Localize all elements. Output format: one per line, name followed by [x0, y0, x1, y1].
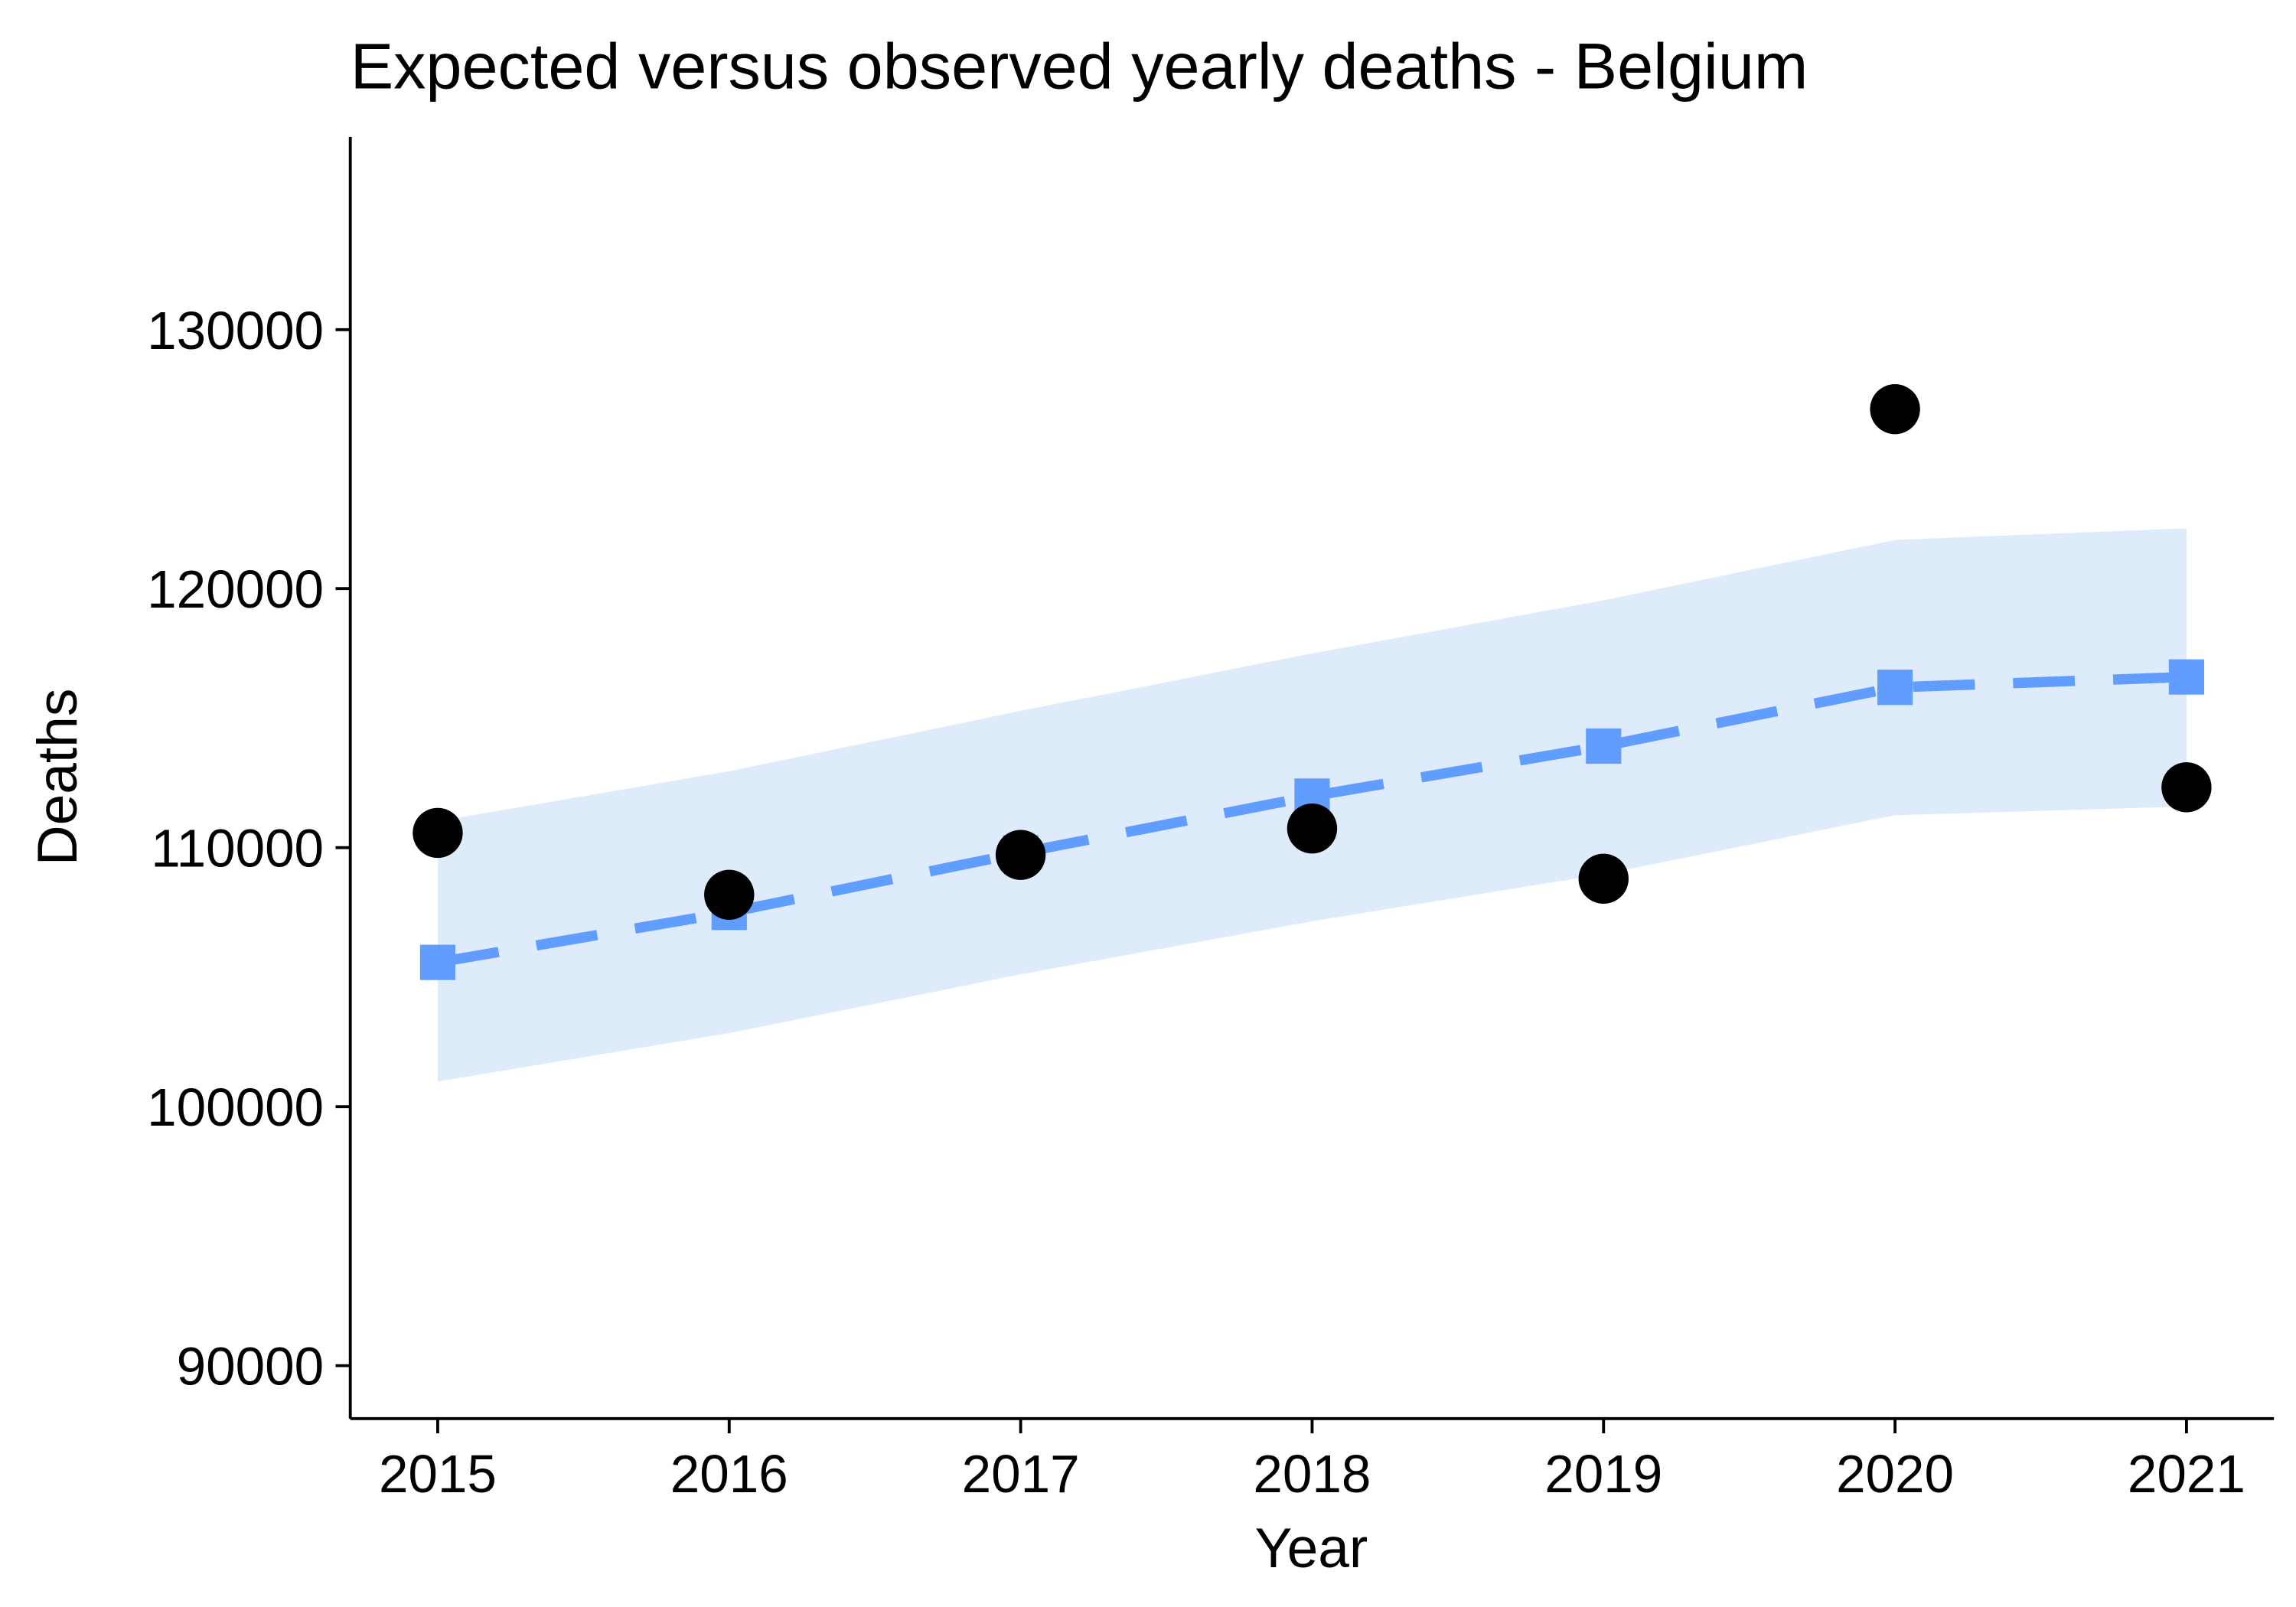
- observed-point: [1578, 853, 1629, 905]
- observed-point: [995, 830, 1046, 880]
- y-tick-label: 130000: [147, 301, 324, 360]
- y-tick-label: 90000: [177, 1337, 324, 1397]
- y-tick-label: 120000: [147, 559, 324, 619]
- expected-marker: [1877, 670, 1913, 706]
- observed-point: [704, 869, 755, 920]
- x-tick-label: 2021: [2128, 1444, 2245, 1504]
- x-tick-label: 2015: [379, 1444, 497, 1504]
- observed-point: [1870, 383, 1920, 435]
- x-axis-label: Year: [1255, 1517, 1368, 1579]
- expected-marker: [1586, 728, 1622, 764]
- y-tick-label: 100000: [147, 1077, 324, 1137]
- observed-point: [2161, 762, 2212, 813]
- y-axis-label: Deaths: [27, 689, 89, 866]
- x-tick-label: 2019: [1544, 1444, 1662, 1504]
- x-tick-label: 2018: [1253, 1444, 1371, 1504]
- expected-marker: [2168, 659, 2204, 695]
- x-tick-label: 2017: [962, 1444, 1080, 1504]
- expected-marker: [419, 944, 456, 980]
- chart-title: Expected versus observed yearly deaths -…: [351, 29, 1808, 102]
- observed-point: [413, 807, 463, 859]
- y-tick-label: 110000: [151, 819, 324, 878]
- plot-area: 90000 100000 110000 120000 130000 2015 2016 201…: [147, 136, 2275, 1504]
- x-tick-label: 2016: [670, 1444, 788, 1504]
- observed-point: [1287, 803, 1338, 854]
- x-tick-label: 2020: [1836, 1444, 1954, 1504]
